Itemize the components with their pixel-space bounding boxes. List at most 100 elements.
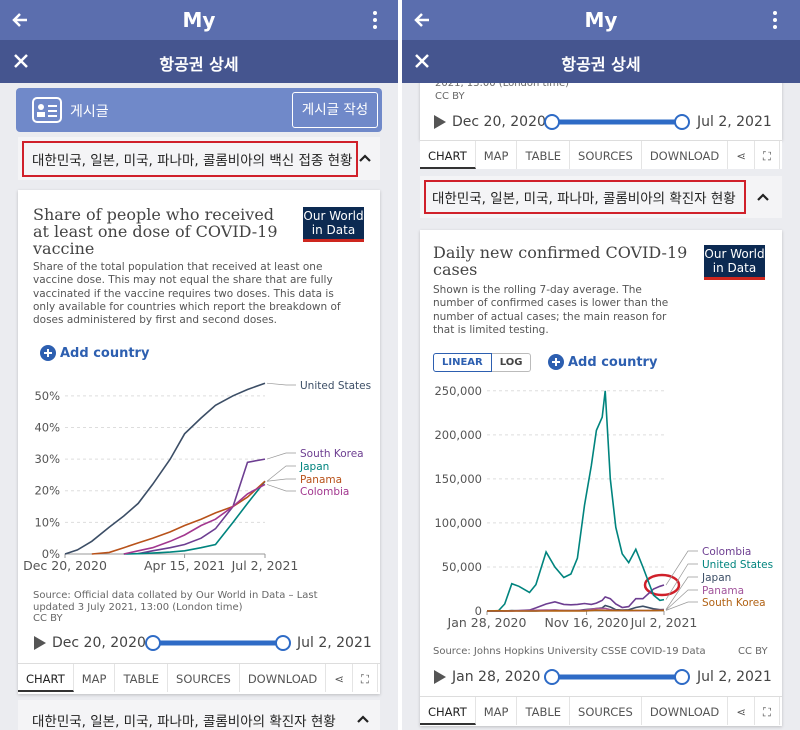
plus-icon: [548, 354, 564, 370]
series-label: Panama: [702, 585, 744, 597]
share-icon[interactable]: ⋖: [326, 664, 353, 692]
back-icon[interactable]: [10, 10, 30, 30]
highlight-box: [22, 141, 358, 177]
accordion[interactable]: 대한민국, 일본, 미국, 파나마, 콜롬비아의 확진자 현황: [18, 700, 380, 730]
play-icon[interactable]: [33, 635, 47, 651]
series-line: [91, 480, 266, 555]
tab-bar: CHART MAP TABLE SOURCES DOWNLOAD ⋖ ⛶: [420, 140, 782, 169]
expand-icon[interactable]: ⛶: [755, 141, 780, 169]
tab[interactable]: TABLE: [517, 141, 571, 169]
license: CC BY: [33, 613, 63, 624]
label-connector: [266, 478, 296, 482]
chart: 0 50,000 100,000 150,000 200,000 250,000 Jan 2…: [434, 384, 773, 630]
chart-subtitle: Share of the total population that recei…: [33, 261, 341, 327]
share-icon[interactable]: ⋖: [728, 697, 755, 725]
timeline-slider[interactable]: [542, 667, 692, 687]
x-tick-label: Jul 2, 2021: [630, 615, 698, 630]
y-tick-label: 0%: [42, 547, 60, 561]
section-title: 대한민국, 일본, 미국, 파나마, 콜롬비아의 백신 접종 현황: [32, 153, 353, 169]
tab[interactable]: TABLE: [115, 664, 169, 692]
tab[interactable]: MAP: [476, 141, 518, 169]
y-tick-label: 10%: [34, 515, 60, 529]
logo: Our World in Data: [704, 245, 765, 280]
timeline-start: Jan 28, 2020: [452, 669, 541, 685]
play-icon[interactable]: [433, 669, 447, 685]
app-title: My: [182, 8, 216, 32]
add-country-label: Add country: [60, 345, 150, 361]
series-label: South Korea: [702, 597, 766, 609]
play-icon[interactable]: [433, 114, 447, 130]
expand-icon[interactable]: ⛶: [755, 697, 780, 725]
chevron: [357, 715, 369, 723]
y-tick-label: 50%: [34, 389, 60, 403]
series-label: South Korea: [300, 448, 364, 460]
add-country-label: Add country: [568, 354, 658, 370]
accordion[interactable]: 대한민국, 일본, 미국, 파나마, 콜롬비아의 확진자 현황: [420, 176, 782, 218]
post-button[interactable]: 게시글 작성: [292, 92, 378, 128]
label-connector: [665, 601, 698, 611]
tab[interactable]: MAP: [74, 664, 116, 692]
expand-icon[interactable]: ⛶: [353, 664, 378, 692]
timeline-slider[interactable]: [542, 112, 692, 132]
logo: Our World in Data: [303, 207, 364, 242]
pane: My 항공권 상세 2021, 13:00 (London time) CC B…: [402, 0, 800, 730]
tab[interactable]: CHART: [420, 697, 476, 725]
label-connector: [665, 550, 698, 586]
y-tick-label: 250,000: [434, 384, 482, 398]
series-label: Colombia: [300, 486, 349, 498]
menu-icon[interactable]: [770, 10, 780, 30]
x-tick-label: Jan 28, 2020: [447, 615, 527, 630]
label-connector: [266, 382, 296, 386]
tab[interactable]: TABLE: [517, 697, 571, 725]
logo-text: in Data: [712, 261, 757, 275]
timeline-end: Jul 2, 2021: [297, 635, 372, 651]
tab-bar: CHART MAP TABLE SOURCES DOWNLOAD ⋖ ⛶: [420, 696, 782, 725]
share-icon[interactable]: ⋖: [728, 141, 755, 169]
tab[interactable]: MAP: [476, 697, 518, 725]
chevron: [359, 154, 371, 162]
accordion[interactable]: 대한민국, 일본, 미국, 파나마, 콜롬비아의 백신 접종 현황: [18, 137, 380, 180]
series-line: [486, 609, 665, 612]
close-icon[interactable]: [13, 53, 29, 69]
menu-icon[interactable]: [370, 10, 380, 30]
add-country[interactable]: Add country: [40, 345, 149, 361]
tab[interactable]: SOURCES: [168, 664, 240, 692]
series-line: [64, 382, 266, 555]
page-title: 항공권 상세: [561, 55, 641, 74]
back-icon[interactable]: [412, 10, 432, 30]
tab[interactable]: CHART: [420, 141, 476, 169]
x-tick-label: Dec 20, 2020: [23, 558, 107, 573]
logo-text: in Data: [311, 223, 356, 237]
sub-bar: 항공권 상세: [0, 40, 398, 83]
tab[interactable]: SOURCES: [570, 141, 642, 169]
series-label: Japan: [299, 461, 329, 473]
close-icon[interactable]: [414, 53, 430, 69]
tab[interactable]: DOWNLOAD: [240, 664, 327, 692]
timeline-end: Jul 2, 2021: [697, 114, 772, 130]
section-title: 대한민국, 일본, 미국, 파나마, 콜롬비아의 확진자 현황: [432, 191, 736, 207]
y-tick-label: 100,000: [434, 516, 482, 530]
y-tick-label: 0: [475, 604, 482, 618]
chevron: [757, 193, 769, 201]
toggle-option[interactable]: LOG: [491, 353, 532, 372]
timeline-slider[interactable]: [143, 633, 293, 653]
series-line: [487, 390, 665, 612]
sub-bar: 항공권 상세: [402, 40, 800, 83]
series-label: United States: [702, 559, 773, 571]
tab[interactable]: DOWNLOAD: [642, 697, 729, 725]
highlight-ellipse: [643, 573, 681, 597]
pane: My 항공권 상세 게시글 게시글 작성 대한민국, 일본, 미국, 파나마, …: [0, 0, 398, 730]
tab[interactable]: SOURCES: [570, 697, 642, 725]
source: Source: Johns Hopkins University CSSE CO…: [433, 646, 706, 657]
x-tick-label: Nov 16, 2020: [545, 615, 629, 630]
toggle-option[interactable]: LINEAR: [433, 353, 492, 372]
tab[interactable]: CHART: [18, 664, 74, 692]
post-icon: [32, 97, 62, 123]
license: CC BY: [738, 646, 768, 657]
chart-card: Daily new confirmed COVID-19 cases Our W…: [420, 230, 782, 726]
highlight-box: [424, 180, 746, 214]
chart-title: Daily new confirmed COVID-19 cases: [433, 243, 688, 279]
add-country[interactable]: Add country: [548, 354, 657, 370]
tab[interactable]: DOWNLOAD: [642, 141, 729, 169]
